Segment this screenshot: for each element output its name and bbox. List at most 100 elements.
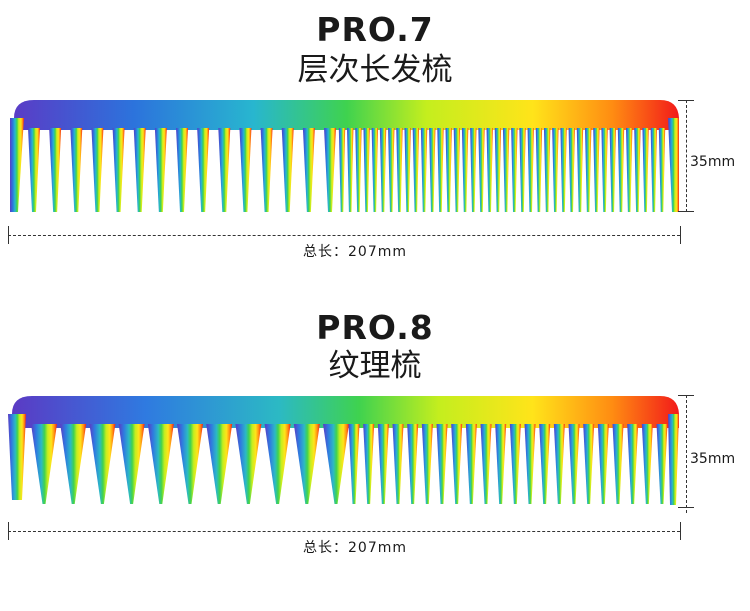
comb-tooth: [197, 128, 210, 212]
comb-tooth: [568, 424, 580, 504]
comb-tooth: [388, 128, 395, 212]
comb-tooth: [154, 128, 167, 212]
comb-tooth: [478, 128, 485, 212]
comb-tooth: [509, 424, 521, 504]
comb-pro7-shape: [10, 100, 679, 212]
length-dimension-line: [8, 235, 680, 236]
comb-tooth: [235, 424, 262, 504]
comb-tooth: [553, 424, 565, 504]
comb-tooth: [451, 424, 463, 504]
comb-tooth: [239, 128, 252, 212]
comb-tooth: [617, 128, 625, 212]
comb-tooth: [371, 128, 379, 212]
comb-tooth: [347, 128, 354, 212]
comb-tooth: [293, 424, 320, 504]
length-label: 总长：207mm: [303, 540, 407, 556]
comb-tooth: [552, 128, 559, 212]
comb-tooth: [445, 128, 452, 212]
comb-tooth: [593, 128, 600, 212]
comb-tooth: [147, 424, 174, 504]
comb-tooth: [612, 424, 624, 504]
comb-tooth: [89, 424, 116, 504]
comb-tooth: [560, 128, 567, 212]
comb-tooth: [421, 424, 433, 504]
comb-tooth: [218, 128, 231, 212]
comb-image-pro7: [10, 100, 679, 212]
comb-tooth: [543, 128, 551, 212]
comb-tooth: [176, 128, 188, 212]
comb-tooth: [453, 128, 461, 212]
comb-tooth: [650, 128, 657, 212]
comb-tooth: [392, 424, 404, 504]
comb-tooth: [31, 424, 57, 504]
length-tick-right: [680, 226, 682, 244]
comb-tooth: [420, 128, 428, 212]
comb-tooth: [91, 128, 104, 212]
comb-tooth: [601, 128, 608, 212]
comb-tooth: [338, 128, 346, 212]
comb-tooth: [535, 128, 543, 212]
height-dimension-line: [686, 100, 687, 212]
comb-tooth: [363, 128, 370, 212]
comb-end-right: [668, 118, 679, 212]
comb-tooth: [355, 128, 362, 212]
comb-tooth: [627, 424, 639, 504]
comb-spine: [12, 396, 679, 428]
comb-tooth: [494, 128, 502, 212]
comb-tooth: [437, 128, 444, 212]
comb-tooth: [60, 424, 87, 504]
comb-tooth: [465, 424, 477, 504]
comb-tooth: [511, 128, 518, 212]
comb-tooth: [583, 424, 595, 504]
comb-tooth: [527, 128, 534, 212]
height-tick-bottom: [678, 211, 694, 213]
comb-tooth: [324, 128, 336, 212]
height-label: 35mm: [690, 451, 736, 467]
height-label: 35mm: [690, 154, 736, 170]
comb-tooth: [379, 128, 387, 212]
comb-tooth: [641, 424, 653, 504]
comb-tooth: [281, 128, 294, 212]
comb-tooth: [634, 128, 641, 212]
comb-tooth: [377, 424, 389, 504]
length-dimension-line: [8, 531, 680, 532]
comb-end-right: [668, 414, 679, 505]
comb-tooth: [461, 128, 469, 212]
comb-tooth: [70, 128, 83, 212]
comb-tooth: [133, 128, 146, 212]
comb-tooth: [519, 128, 526, 212]
product-pro7: PRO.7 层次长发梳 35mm 总长：207mm: [0, 0, 750, 290]
comb-tooth: [260, 128, 273, 212]
comb-tooth: [609, 128, 616, 212]
comb-end-left: [8, 414, 26, 500]
comb-tooth: [112, 128, 125, 212]
comb-tooth: [502, 128, 510, 212]
comb-tooth: [495, 424, 507, 504]
comb-tooth: [363, 424, 375, 504]
comb-tooth: [407, 424, 419, 504]
comb-tooth: [348, 424, 360, 504]
comb-spine: [14, 100, 679, 130]
product-name: 层次长发梳: [297, 52, 453, 88]
comb-tooth: [49, 128, 62, 212]
comb-tooth: [524, 424, 536, 504]
comb-tooth: [429, 128, 436, 212]
comb-tooth: [656, 424, 668, 504]
comb-tooth: [118, 424, 145, 504]
comb-tooth: [404, 128, 411, 212]
comb-tooth: [658, 128, 666, 212]
height-dimension-line: [686, 395, 687, 513]
comb-end-left: [10, 118, 24, 212]
comb-tooth: [302, 128, 315, 212]
comb-tooth: [470, 128, 477, 212]
comb-tooth: [28, 128, 40, 212]
comb-tooth: [576, 128, 584, 212]
comb-tooth: [486, 128, 493, 212]
height-tick-bottom: [678, 507, 694, 509]
product-model: PRO.8: [316, 308, 434, 347]
comb-tooth: [584, 128, 592, 212]
comb-tooth: [264, 424, 291, 504]
product-model: PRO.7: [316, 10, 434, 49]
